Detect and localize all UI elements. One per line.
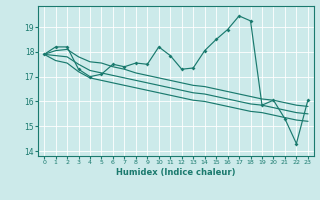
X-axis label: Humidex (Indice chaleur): Humidex (Indice chaleur)	[116, 168, 236, 177]
